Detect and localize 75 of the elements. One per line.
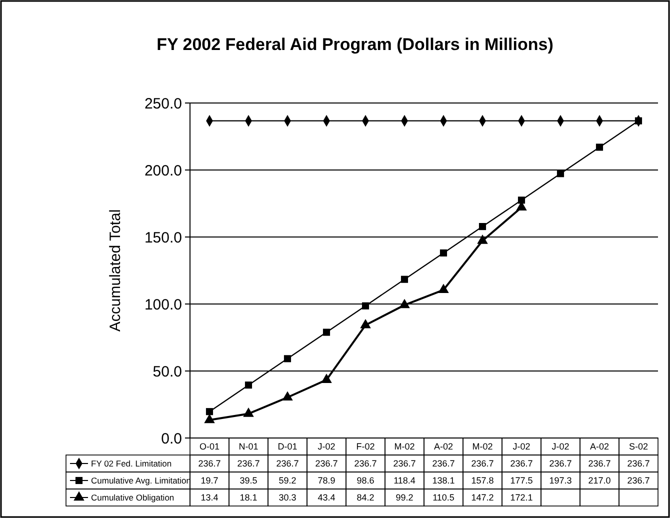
- data-label: 236.7: [276, 458, 299, 469]
- x-tick-label: A-02: [434, 442, 454, 452]
- point: [362, 302, 370, 310]
- data-label: 84.2: [356, 492, 374, 503]
- point: [596, 144, 604, 151]
- x-tick-label: J-02: [512, 442, 530, 452]
- data-label: 236.7: [627, 458, 650, 469]
- data-label: 110.5: [432, 492, 454, 503]
- data-label: 18.1: [240, 492, 258, 503]
- point: [478, 223, 486, 230]
- point: [556, 170, 564, 178]
- x-tick-label: M-02: [394, 442, 415, 452]
- point: [243, 408, 254, 417]
- x-tick-label: J-02: [552, 442, 570, 452]
- data-label: 236.7: [510, 458, 533, 469]
- data-label: 19.7: [200, 476, 218, 486]
- data-label: 236.7: [237, 458, 260, 469]
- point: [400, 276, 408, 283]
- y-axis-title: Accumulated Total: [107, 209, 124, 332]
- y-tick-label: 200.0: [144, 162, 182, 180]
- legend-label: FY 02 Fed. Limitation: [91, 458, 172, 468]
- y-tick-label: 150.0: [144, 229, 182, 246]
- chart-title: FY 2002 Federal Aid Program (Dollars in Millions): [156, 35, 554, 54]
- data-label: 236.7: [354, 458, 377, 469]
- x-tick-label: O-01: [199, 442, 220, 452]
- point: [321, 374, 332, 383]
- point: [438, 284, 449, 294]
- data-label: 147.2: [471, 492, 494, 503]
- data-label: 138.1: [432, 476, 455, 486]
- y-tick-label: 0.0: [161, 430, 182, 448]
- point: [399, 298, 410, 308]
- data-label: 39.5: [240, 476, 258, 486]
- point: [284, 355, 292, 362]
- data-label: 236.7: [393, 458, 416, 469]
- data-label: 177.5: [510, 476, 533, 486]
- point: [204, 414, 215, 424]
- data-label: 157.8: [471, 476, 494, 486]
- data-label: 236.7: [432, 458, 455, 469]
- data-label: 59.2: [278, 476, 296, 486]
- x-tick-label: A-02: [590, 442, 610, 452]
- data-label: 197.3: [549, 476, 572, 486]
- y-tick-label: 50.0: [152, 363, 182, 380]
- point: [440, 249, 448, 256]
- data-label: 118.4: [394, 476, 416, 486]
- y-tick-label: 250.0: [144, 95, 182, 112]
- point: [244, 382, 252, 389]
- x-tick-label: F-02: [356, 442, 375, 452]
- x-tick-label: M-02: [472, 442, 493, 452]
- point: [477, 234, 488, 244]
- data-label: 236.7: [315, 458, 338, 469]
- data-label: 236.7: [627, 476, 650, 486]
- data-label: 43.4: [318, 492, 336, 503]
- x-tick-label: N-01: [238, 442, 258, 452]
- x-tick-label: D-01: [278, 442, 298, 452]
- data-label: 236.7: [198, 458, 221, 469]
- point: [206, 408, 214, 416]
- data-label: 217.0: [588, 476, 611, 486]
- x-tick-label: S-02: [628, 442, 648, 452]
- y-tick-label: 100.0: [144, 296, 182, 314]
- data-label: 13.4: [200, 492, 218, 503]
- point: [360, 318, 371, 328]
- point: [634, 117, 642, 124]
- x-tick-label: J-02: [318, 442, 336, 452]
- data-label: 172.1: [510, 492, 533, 503]
- point: [322, 328, 330, 336]
- data-label: 98.6: [356, 476, 374, 486]
- point: [282, 391, 293, 400]
- legend-label: Cumulative Obligation: [91, 492, 174, 502]
- data-label: 236.7: [588, 458, 611, 469]
- point: [518, 196, 526, 204]
- data-label: 236.7: [549, 458, 572, 469]
- data-label: 236.7: [471, 458, 494, 469]
- data-label: 99.2: [396, 492, 414, 503]
- data-label: 30.3: [278, 492, 296, 503]
- data-label: 78.9: [318, 476, 336, 486]
